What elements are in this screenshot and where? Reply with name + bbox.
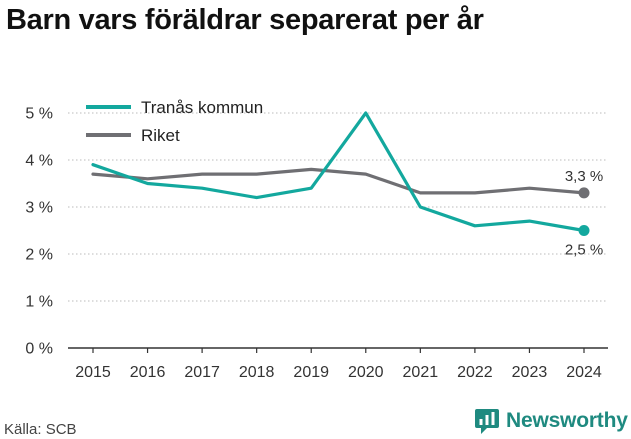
end-value-label: 3,3 % [565, 168, 603, 185]
y-tick-label: 2 % [25, 247, 53, 264]
y-tick-label: 4 % [25, 153, 53, 170]
series-line [91, 111, 586, 233]
legend-label: Riket [141, 126, 180, 145]
axis-layer: 0 % 1 % 2 % 3 % 4 % 5 % 2015 2016 2017 2018 2019 20… [25, 106, 608, 381]
y-tick-label: 0 % [25, 341, 53, 358]
x-tick-label: 2015 [75, 364, 111, 381]
x-tick-label: 2017 [184, 364, 220, 381]
legend: Tranås kommun Riket [86, 98, 263, 145]
end-value-label: 2,5 % [565, 242, 603, 259]
x-tick-label: 2020 [348, 364, 384, 381]
y-tick-label: 1 % [25, 294, 53, 311]
y-tick-label: 5 % [25, 106, 53, 123]
newsworthy-logo-icon [475, 409, 499, 434]
x-tick-label: 2019 [293, 364, 329, 381]
series-line [91, 167, 586, 195]
brand-logo: Newsworthy [474, 407, 628, 435]
end-labels: 2,5 % 3,3 % [565, 168, 603, 259]
x-tick-label: 2018 [239, 364, 275, 381]
x-tick-label: 2024 [566, 364, 602, 381]
series-end-marker [578, 187, 590, 199]
x-tick-label: 2021 [403, 364, 439, 381]
brand-name: Newsworthy [506, 409, 628, 432]
x-tick-label: 2023 [512, 364, 548, 381]
y-tick-label: 3 % [25, 200, 53, 217]
series-end-marker [578, 225, 590, 236]
chart-title: Barn vars föräldrar separerat per år [6, 4, 484, 36]
source-note: Källa: SCB [4, 421, 77, 438]
x-tick-label: 2022 [457, 364, 493, 381]
x-tick-label: 2016 [130, 364, 166, 381]
legend-label: Tranås kommun [141, 98, 263, 117]
series-layer [91, 111, 590, 236]
